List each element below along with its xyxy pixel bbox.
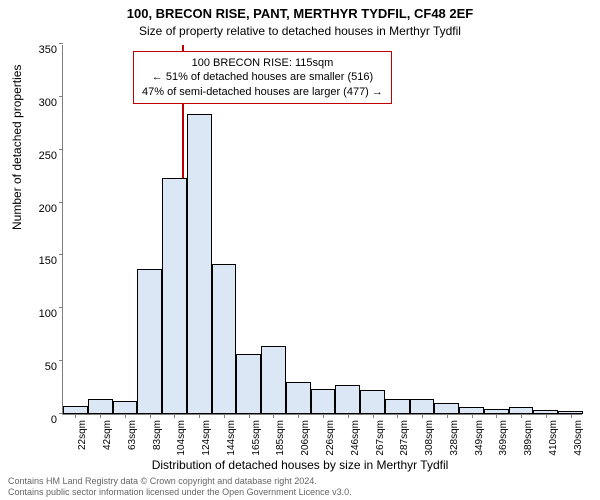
x-tick-mark (521, 414, 522, 418)
histogram-bar (385, 399, 410, 414)
x-axis-label: Distribution of detached houses by size … (0, 458, 600, 472)
y-tick-label: 250 (39, 150, 63, 162)
y-tick-mark (59, 43, 63, 44)
y-tick-label: 100 (39, 308, 63, 320)
y-tick-mark (59, 96, 63, 97)
histogram-bar (137, 269, 162, 414)
x-tick-mark (273, 414, 274, 418)
x-tick-mark (125, 414, 126, 418)
histogram-bar (459, 407, 484, 414)
x-tick-label: 206sqm (300, 420, 311, 456)
x-tick-mark (397, 414, 398, 418)
x-tick-mark (546, 414, 547, 418)
y-tick-mark (59, 202, 63, 203)
x-tick-label: 226sqm (325, 420, 336, 456)
y-tick-mark (59, 360, 63, 361)
info-box-line2: ← 51% of detached houses are smaller (51… (142, 70, 383, 84)
x-tick-label: 308sqm (424, 420, 435, 456)
histogram-bar (162, 178, 187, 414)
x-tick-mark (373, 414, 374, 418)
x-tick-label: 42sqm (102, 420, 113, 450)
histogram-bar (113, 401, 138, 414)
chart-title-address: 100, BRECON RISE, PANT, MERTHYR TYDFIL, … (0, 6, 600, 21)
x-tick-mark (348, 414, 349, 418)
x-tick-mark (249, 414, 250, 418)
x-tick-label: 267sqm (375, 420, 386, 456)
histogram-bar (63, 406, 88, 414)
histogram-bar (187, 114, 212, 414)
y-tick-label: 150 (39, 255, 63, 267)
footer-line1: Contains HM Land Registry data © Crown c… (8, 476, 352, 487)
y-tick-label: 200 (39, 203, 63, 215)
footer-attribution: Contains HM Land Registry data © Crown c… (8, 476, 352, 498)
histogram-bar (410, 399, 435, 414)
histogram-bar (88, 399, 113, 414)
x-tick-label: 246sqm (350, 420, 361, 456)
x-tick-label: 349sqm (474, 420, 485, 456)
x-tick-label: 144sqm (226, 420, 237, 456)
y-tick-label: 50 (45, 361, 63, 373)
x-tick-label: 185sqm (275, 420, 286, 456)
x-tick-mark (199, 414, 200, 418)
info-box-line3: 47% of semi-detached houses are larger (… (142, 85, 383, 99)
histogram-bar (286, 382, 311, 414)
x-tick-mark (224, 414, 225, 418)
histogram-bar (360, 390, 385, 414)
y-tick-mark (59, 254, 63, 255)
x-tick-mark (174, 414, 175, 418)
x-tick-mark (150, 414, 151, 418)
x-tick-mark (323, 414, 324, 418)
x-tick-label: 369sqm (498, 420, 509, 456)
x-tick-mark (298, 414, 299, 418)
x-tick-label: 389sqm (523, 420, 534, 456)
plot-area: 100 BRECON RISE: 115sqm ← 51% of detache… (62, 45, 582, 415)
histogram-bar (335, 385, 360, 414)
info-box: 100 BRECON RISE: 115sqm ← 51% of detache… (133, 51, 392, 104)
histogram-bar (311, 389, 336, 414)
y-tick-mark (59, 149, 63, 150)
x-tick-mark (422, 414, 423, 418)
y-tick-mark (59, 307, 63, 308)
x-tick-label: 430sqm (573, 420, 584, 456)
x-tick-label: 410sqm (548, 420, 559, 456)
x-tick-label: 165sqm (251, 420, 262, 456)
x-tick-label: 124sqm (201, 420, 212, 456)
x-tick-mark (447, 414, 448, 418)
histogram-bar (236, 354, 261, 414)
x-tick-label: 63sqm (127, 420, 138, 450)
footer-line2: Contains public sector information licen… (8, 487, 352, 498)
histogram-bar (434, 403, 459, 414)
y-axis-label: Number of detached properties (10, 65, 24, 230)
x-tick-mark (571, 414, 572, 418)
y-tick-label: 300 (39, 97, 63, 109)
x-tick-mark (75, 414, 76, 418)
x-tick-label: 328sqm (449, 420, 460, 456)
x-tick-label: 104sqm (176, 420, 187, 456)
x-tick-label: 83sqm (152, 420, 163, 450)
histogram-bar (212, 264, 237, 414)
x-tick-mark (472, 414, 473, 418)
histogram-bar (261, 346, 286, 414)
histogram-bar (509, 407, 534, 414)
x-tick-label: 22sqm (77, 420, 88, 450)
x-tick-label: 287sqm (399, 420, 410, 456)
x-tick-mark (100, 414, 101, 418)
x-tick-mark (496, 414, 497, 418)
y-tick-label: 0 (51, 414, 63, 426)
info-box-line1: 100 BRECON RISE: 115sqm (142, 56, 383, 70)
y-tick-label: 350 (39, 44, 63, 56)
chart-subtitle: Size of property relative to detached ho… (0, 24, 600, 38)
